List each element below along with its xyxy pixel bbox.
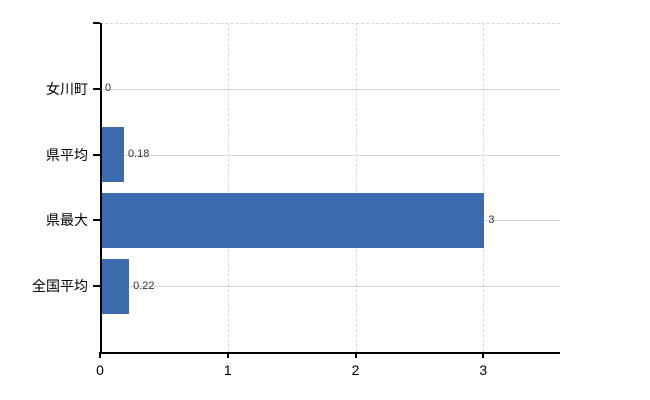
x-tick-label: 3 [479,362,488,378]
bar [102,192,485,248]
x-axis-tick [482,352,485,358]
y-axis-tick [93,87,100,90]
x-axis-tick [99,352,101,358]
category-label: 全国平均 [32,278,88,295]
gridline-horizontal [100,154,560,156]
x-axis-tick [354,352,357,358]
x-tick-label: 2 [351,362,360,378]
value-label: 0 [105,82,112,95]
value-label: 0.18 [128,148,150,161]
bar [102,127,124,183]
category-label: 女川町 [46,80,88,97]
gridline-vertical [227,23,229,352]
category-label: 県平均 [46,146,88,163]
y-axis-tick [93,219,100,222]
x-tick-label: 1 [223,362,232,378]
value-label: 3 [488,213,495,226]
x-axis-tick [226,352,229,358]
value-label: 0.22 [133,279,155,292]
gridline-horizontal [100,286,560,288]
y-axis [100,23,102,354]
y-axis-tick [93,153,100,156]
y-axis-tick [93,285,100,288]
category-label: 県最大 [46,212,88,229]
x-axis [100,352,560,354]
plot-top-border [100,23,560,24]
y-axis-end-tick [93,22,100,24]
x-tick-label: 0 [96,362,104,378]
gridline-vertical [355,23,357,352]
bar [102,258,130,314]
gridline-vertical [483,23,485,352]
gridline-horizontal [100,88,560,90]
